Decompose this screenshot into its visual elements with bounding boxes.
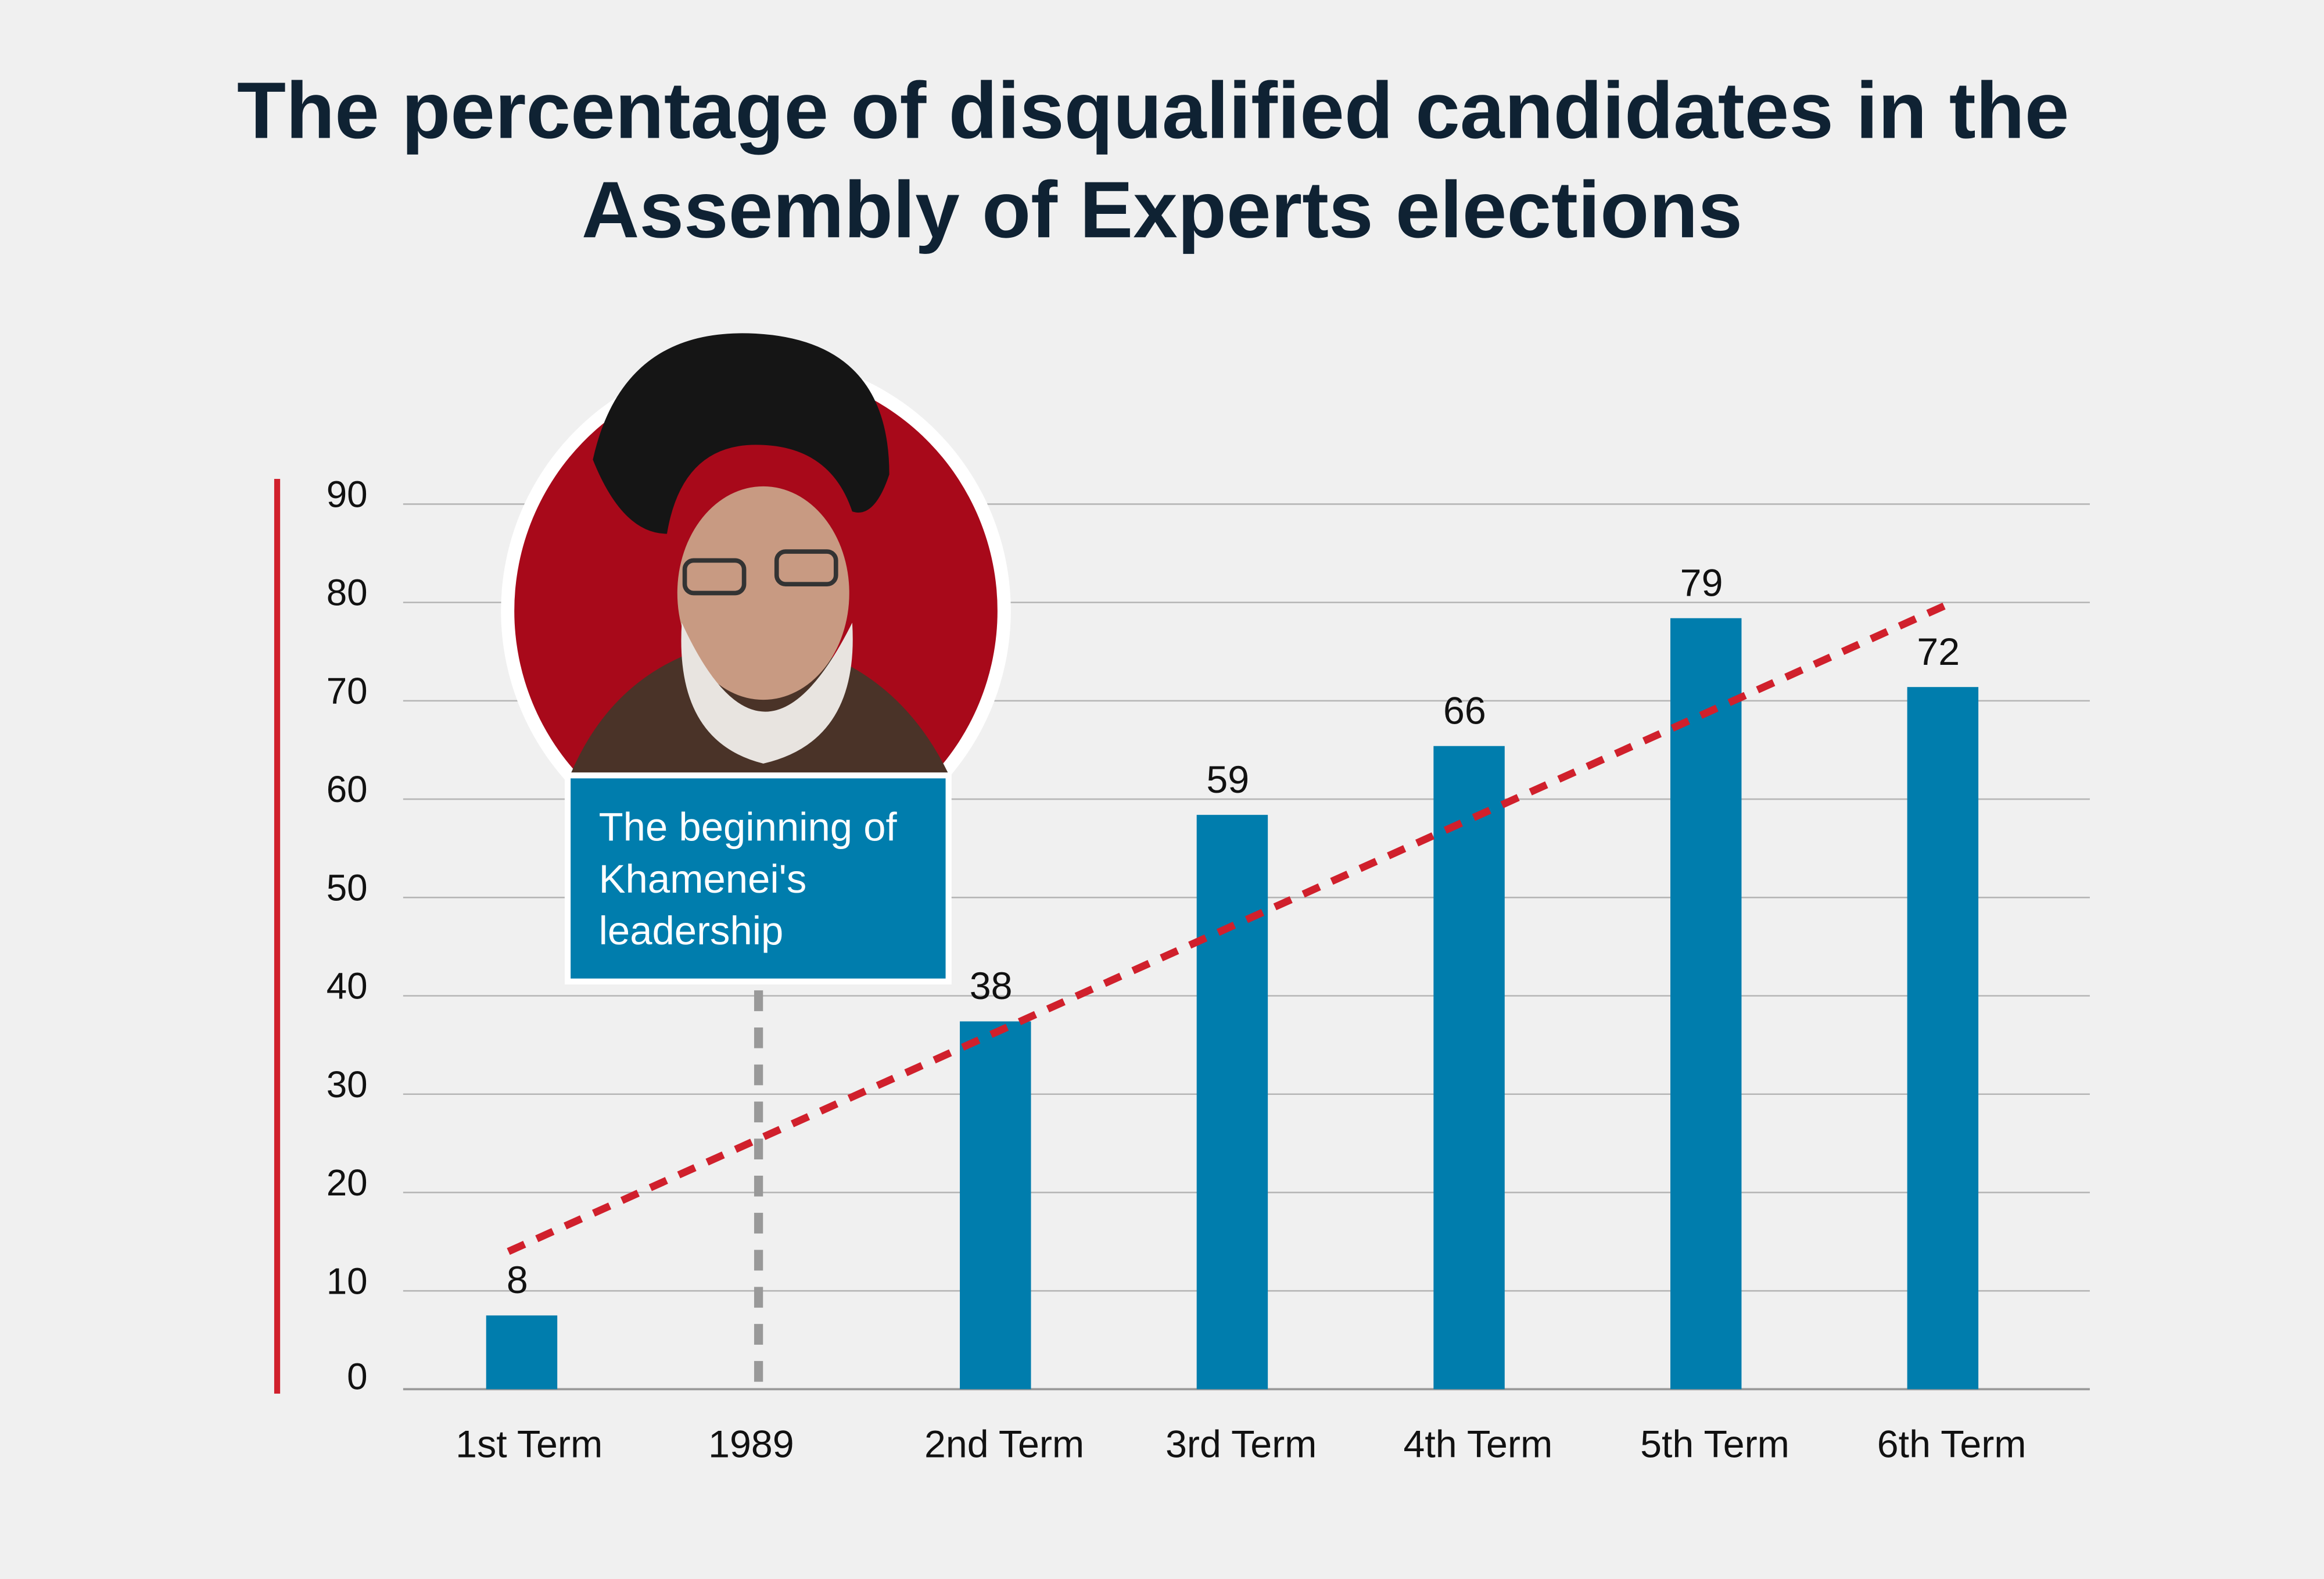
chart-title-line-1: The percentage of disqualified candidate…: [237, 66, 2070, 155]
callout-line-2: Khamenei's: [599, 857, 807, 901]
x-tick-label: 6th Term: [1877, 1423, 2027, 1466]
data-label: 72: [1917, 631, 1960, 674]
y-tick-label: 80: [327, 572, 368, 614]
x-tick-label: 4th Term: [1403, 1423, 1552, 1466]
data-label: 8: [507, 1259, 528, 1302]
x-tick-label: 1st Term: [456, 1423, 602, 1466]
y-tick-label: 40: [327, 965, 368, 1007]
data-label: 38: [970, 965, 1013, 1008]
y-tick-label: 0: [347, 1355, 367, 1397]
leader-portrait: [501, 333, 1011, 866]
x-tick-label: 2nd Term: [924, 1423, 1084, 1466]
data-label: 66: [1443, 689, 1486, 732]
bar: [486, 1315, 558, 1390]
bar: [960, 1021, 1031, 1390]
callout-line-3: leadership: [599, 908, 784, 953]
x-tick-label: 3rd Term: [1165, 1423, 1317, 1466]
data-label: 79: [1680, 561, 1723, 604]
callout-line-1: The beginning of: [599, 805, 898, 850]
data-label: 59: [1206, 758, 1249, 801]
x-tick-label: 1989: [708, 1423, 794, 1466]
trend-line: [507, 599, 1954, 1255]
y-axis-accent-line: [274, 479, 281, 1394]
bar: [1196, 815, 1268, 1390]
y-tick-label: 50: [327, 867, 368, 908]
bar: [1670, 618, 1742, 1390]
x-tick-label: 5th Term: [1640, 1423, 1789, 1466]
y-tick-label: 10: [327, 1260, 368, 1302]
y-tick-label: 30: [327, 1064, 368, 1105]
y-tick-label: 90: [327, 474, 368, 515]
y-tick-label: 20: [327, 1162, 368, 1204]
bar: [1907, 687, 1979, 1390]
chart-title-line-2: Assembly of Experts elections: [582, 165, 1742, 255]
bar: [1433, 746, 1505, 1390]
y-tick-label: 70: [327, 670, 368, 712]
leadership-callout: The beginning of Khamenei's leadership: [564, 772, 952, 984]
y-tick-label: 60: [327, 768, 368, 810]
